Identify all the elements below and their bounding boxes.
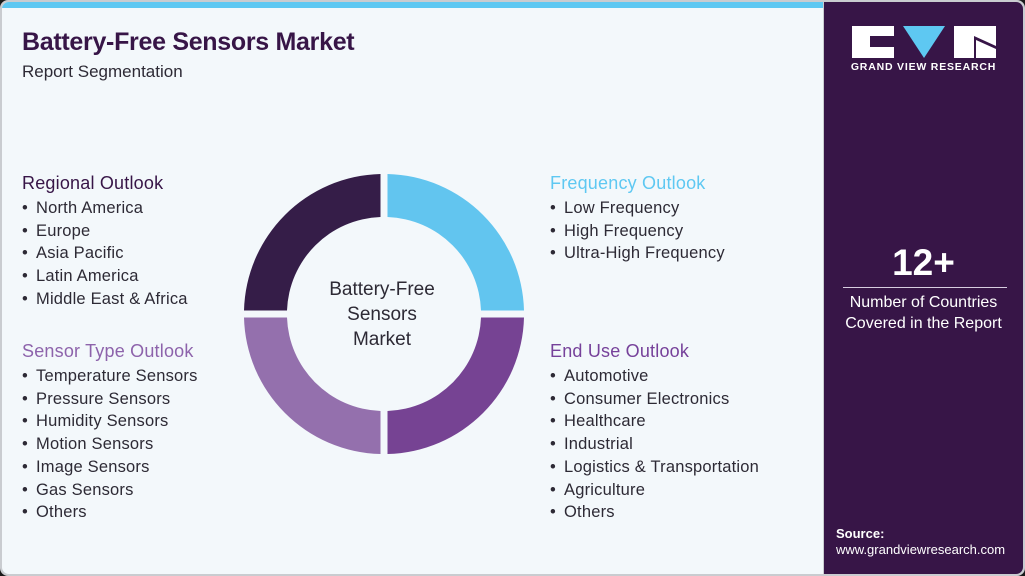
- bullet-icon: •: [22, 503, 28, 522]
- donut-segment-sensor-type: [244, 317, 381, 454]
- list-item: • Pressure Sensors: [22, 388, 198, 411]
- list-item: • Low Frequency: [550, 197, 725, 220]
- bullet-icon: •: [22, 244, 28, 263]
- segmentation-donut-chart: [244, 174, 524, 454]
- list-item: • Others: [550, 501, 759, 524]
- bullet-icon: •: [550, 412, 556, 431]
- bullet-icon: •: [550, 244, 556, 263]
- top-accent-bar: [2, 2, 823, 8]
- list-item: • Logistics & Transportation: [550, 456, 759, 479]
- list-item: • Automotive: [550, 365, 759, 388]
- list-item: • Gas Sensors: [22, 479, 198, 502]
- donut-center-label: Battery-Free Sensors Market: [329, 279, 435, 350]
- stat-divider: [843, 287, 1007, 288]
- list-item: • Asia Pacific: [22, 242, 188, 265]
- regional-outlook-title: Regional Outlook: [22, 173, 164, 193]
- regional-outlook-list: • North America • Europe • Asia Pacific • La…: [22, 197, 188, 311]
- list-item: • North America: [22, 197, 188, 220]
- frequency-outlook-list: • Low Frequency • High Frequency • Ultra-Hi…: [550, 197, 725, 265]
- list-item: • Middle East & Africa: [22, 288, 188, 311]
- grand-view-research-logo-icon: [852, 26, 996, 58]
- bullet-icon: •: [22, 480, 28, 499]
- donut-segment-regional: [244, 174, 381, 311]
- bullet-icon: •: [22, 267, 28, 286]
- bullet-icon: •: [550, 199, 556, 217]
- sensor-type-outlook-title: Sensor Type Outlook: [22, 341, 194, 361]
- bullet-icon: •: [22, 367, 28, 385]
- logo-text: GRAND VIEW RESEARCH: [850, 61, 997, 73]
- bullet-icon: •: [550, 457, 556, 476]
- bullet-icon: •: [22, 199, 28, 217]
- bullet-icon: •: [22, 389, 28, 408]
- sensor-type-outlook-list: • Temperature Sensors • Pressure Sensors •…: [22, 365, 198, 524]
- list-item: • Image Sensors: [22, 456, 198, 479]
- bullet-icon: •: [22, 412, 28, 431]
- regional-outlook-section: Regional Outlook • North America • Europe …: [22, 173, 188, 311]
- list-item: • Healthcare: [550, 410, 759, 433]
- list-item: • Others: [22, 501, 198, 524]
- source-link[interactable]: www.grandviewresearch.com: [836, 542, 1006, 557]
- list-item: • Motion Sensors: [22, 433, 198, 456]
- list-item: • Humidity Sensors: [22, 410, 198, 433]
- list-item: • Industrial: [550, 433, 759, 456]
- donut-segment-end-use: [387, 317, 524, 454]
- bullet-icon: •: [550, 389, 556, 408]
- end-use-outlook-section: End Use Outlook • Automotive • Consumer El…: [550, 341, 759, 524]
- frequency-outlook-title: Frequency Outlook: [550, 173, 706, 193]
- end-use-outlook-title: End Use Outlook: [550, 341, 690, 361]
- bullet-icon: •: [22, 221, 28, 240]
- main-panel: Battery-Free Sensors Market Report Segme…: [2, 2, 823, 574]
- list-item: • Temperature Sensors: [22, 365, 198, 388]
- end-use-outlook-list: • Automotive • Consumer Electronics • Healt…: [550, 365, 759, 524]
- countries-stat-description: Number of Countries Covered in the Repor…: [845, 294, 1002, 332]
- page-title: Battery-Free Sensors Market: [22, 28, 355, 56]
- bullet-icon: •: [550, 480, 556, 499]
- frequency-outlook-section: Frequency Outlook • Low Frequency • High F…: [550, 173, 725, 265]
- bullet-icon: •: [550, 221, 556, 240]
- bullet-icon: •: [22, 457, 28, 476]
- bullet-icon: •: [550, 367, 556, 385]
- sidebar-panel: GRAND VIEW RESEARCH 12+ Number of Countr…: [824, 2, 1023, 574]
- source-label: Source:: [836, 526, 885, 541]
- list-item: • High Frequency: [550, 220, 725, 243]
- bullet-icon: •: [550, 435, 556, 454]
- bullet-icon: •: [22, 435, 28, 454]
- bullet-icon: •: [550, 503, 556, 522]
- list-item: • Europe: [22, 220, 188, 243]
- list-item: • Agriculture: [550, 479, 759, 502]
- list-item: • Ultra-High Frequency: [550, 242, 725, 265]
- bullet-icon: •: [22, 289, 28, 308]
- list-item: • Latin America: [22, 265, 188, 288]
- page-subtitle: Report Segmentation: [22, 62, 183, 81]
- donut-segment-frequency: [387, 174, 524, 311]
- countries-stat-value: 12+: [892, 242, 955, 283]
- sensor-type-outlook-section: Sensor Type Outlook • Temperature Sensors…: [22, 341, 198, 524]
- list-item: • Consumer Electronics: [550, 388, 759, 411]
